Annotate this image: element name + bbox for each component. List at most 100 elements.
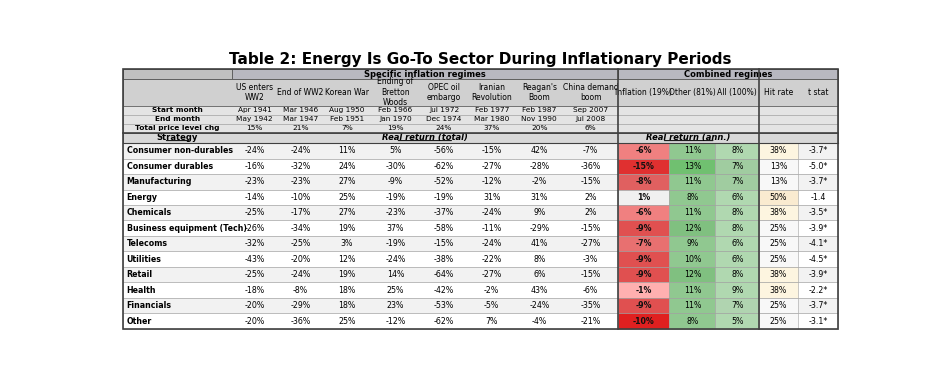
Text: -23%: -23% bbox=[244, 177, 265, 186]
Text: 31%: 31% bbox=[483, 193, 500, 202]
Text: Hit rate: Hit rate bbox=[764, 88, 794, 97]
Text: 6%: 6% bbox=[585, 125, 597, 131]
Bar bbox=[759, 236, 797, 251]
Bar bbox=[124, 143, 838, 158]
Text: -27%: -27% bbox=[581, 239, 600, 248]
Bar bbox=[618, 282, 670, 298]
Bar bbox=[124, 174, 838, 189]
Text: -10%: -10% bbox=[633, 317, 655, 326]
Text: 25%: 25% bbox=[339, 317, 356, 326]
Text: 9%: 9% bbox=[731, 286, 743, 295]
Text: -23%: -23% bbox=[290, 177, 310, 186]
Text: -3.7*: -3.7* bbox=[809, 301, 827, 310]
Bar bbox=[670, 282, 716, 298]
Text: 38%: 38% bbox=[770, 286, 787, 295]
Text: 5%: 5% bbox=[389, 146, 401, 155]
Text: 38%: 38% bbox=[770, 146, 787, 155]
Bar bbox=[716, 205, 759, 221]
Text: Ending of
Bretton
Woods: Ending of Bretton Woods bbox=[377, 77, 414, 107]
Text: -24%: -24% bbox=[244, 146, 265, 155]
Text: Dec 1974: Dec 1974 bbox=[427, 116, 461, 122]
Bar bbox=[670, 205, 716, 221]
Text: 24%: 24% bbox=[436, 125, 452, 131]
Text: Other: Other bbox=[127, 317, 152, 326]
Text: -24%: -24% bbox=[529, 301, 550, 310]
Text: -2%: -2% bbox=[532, 177, 547, 186]
Text: 6%: 6% bbox=[533, 270, 546, 279]
Text: -6%: -6% bbox=[583, 286, 598, 295]
Text: 11%: 11% bbox=[684, 301, 701, 310]
Text: Utilities: Utilities bbox=[127, 255, 161, 264]
Text: -8%: -8% bbox=[636, 177, 652, 186]
Text: 19%: 19% bbox=[339, 224, 356, 233]
Text: -24%: -24% bbox=[386, 255, 405, 264]
Text: -4.1*: -4.1* bbox=[809, 239, 827, 248]
Text: 9%: 9% bbox=[533, 208, 546, 217]
Bar bbox=[759, 189, 797, 205]
Text: End of WW2: End of WW2 bbox=[277, 88, 324, 97]
Text: Retail: Retail bbox=[127, 270, 153, 279]
Text: Real return (total): Real return (total) bbox=[382, 134, 468, 142]
Bar bbox=[618, 174, 670, 189]
Text: 6%: 6% bbox=[731, 239, 744, 248]
Text: -23%: -23% bbox=[386, 208, 405, 217]
Bar bbox=[124, 158, 838, 174]
Bar bbox=[670, 174, 716, 189]
Text: Table 2: Energy Is Go-To Sector During Inflationary Periods: Table 2: Energy Is Go-To Sector During I… bbox=[230, 52, 732, 67]
Text: Chemicals: Chemicals bbox=[127, 208, 172, 217]
Bar bbox=[618, 267, 670, 282]
Text: -28%: -28% bbox=[529, 162, 550, 171]
Text: Feb 1966: Feb 1966 bbox=[378, 107, 413, 113]
Text: -36%: -36% bbox=[290, 317, 310, 326]
Text: -43%: -43% bbox=[244, 255, 265, 264]
Bar bbox=[716, 221, 759, 236]
Text: 7%: 7% bbox=[486, 317, 498, 326]
Text: -36%: -36% bbox=[581, 162, 600, 171]
Text: -26%: -26% bbox=[244, 224, 265, 233]
Text: -38%: -38% bbox=[434, 255, 454, 264]
Text: 1%: 1% bbox=[637, 193, 650, 202]
Text: -7%: -7% bbox=[583, 146, 598, 155]
Text: 10%: 10% bbox=[684, 255, 701, 264]
Text: 42%: 42% bbox=[531, 146, 548, 155]
Text: -22%: -22% bbox=[481, 255, 502, 264]
Text: -4%: -4% bbox=[532, 317, 547, 326]
Text: 41%: 41% bbox=[531, 239, 548, 248]
Text: -3.9*: -3.9* bbox=[809, 270, 827, 279]
Bar bbox=[618, 221, 670, 236]
Text: -29%: -29% bbox=[529, 224, 550, 233]
Bar bbox=[759, 174, 797, 189]
Text: Business equipment (Tech): Business equipment (Tech) bbox=[127, 224, 247, 233]
Text: 7%: 7% bbox=[731, 301, 744, 310]
Bar bbox=[716, 267, 759, 282]
Text: -24%: -24% bbox=[481, 239, 502, 248]
Text: -19%: -19% bbox=[386, 239, 405, 248]
Text: -27%: -27% bbox=[481, 270, 502, 279]
Bar bbox=[759, 298, 797, 313]
Bar bbox=[124, 189, 838, 205]
Text: 11%: 11% bbox=[339, 146, 356, 155]
Text: Reagan's
Boom: Reagan's Boom bbox=[522, 83, 557, 102]
Text: 8%: 8% bbox=[731, 224, 743, 233]
Text: -32%: -32% bbox=[244, 239, 265, 248]
Text: -9%: -9% bbox=[636, 270, 652, 279]
Text: -4.5*: -4.5* bbox=[809, 255, 827, 264]
Text: 38%: 38% bbox=[770, 208, 787, 217]
Text: -62%: -62% bbox=[434, 162, 454, 171]
Text: 24%: 24% bbox=[339, 162, 356, 171]
Text: -27%: -27% bbox=[481, 162, 502, 171]
Text: Start month: Start month bbox=[152, 107, 203, 113]
Text: -29%: -29% bbox=[290, 301, 310, 310]
Bar bbox=[716, 189, 759, 205]
Bar bbox=[618, 236, 670, 251]
Text: -24%: -24% bbox=[481, 208, 502, 217]
Text: -35%: -35% bbox=[581, 301, 600, 310]
Text: -3.9*: -3.9* bbox=[809, 224, 827, 233]
Text: 11%: 11% bbox=[684, 146, 701, 155]
Bar bbox=[670, 298, 716, 313]
Text: 8%: 8% bbox=[533, 255, 546, 264]
Text: 43%: 43% bbox=[531, 286, 548, 295]
Bar bbox=[716, 143, 759, 158]
Bar bbox=[759, 205, 797, 221]
Text: 13%: 13% bbox=[770, 177, 787, 186]
